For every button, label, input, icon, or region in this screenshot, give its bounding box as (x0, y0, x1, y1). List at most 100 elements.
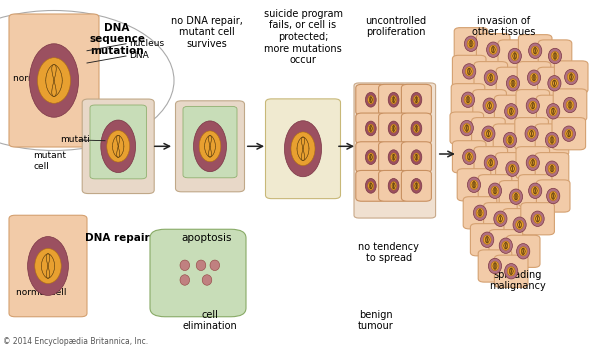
FancyBboxPatch shape (452, 55, 486, 88)
Ellipse shape (29, 44, 79, 117)
Ellipse shape (35, 248, 61, 284)
Ellipse shape (365, 92, 376, 107)
Ellipse shape (508, 48, 521, 64)
Ellipse shape (547, 188, 560, 204)
Ellipse shape (491, 186, 499, 195)
Ellipse shape (484, 235, 491, 244)
FancyBboxPatch shape (9, 215, 87, 317)
Ellipse shape (365, 121, 376, 136)
Ellipse shape (494, 211, 507, 226)
Text: mutant
cell: mutant cell (33, 151, 66, 171)
FancyBboxPatch shape (150, 229, 246, 317)
Ellipse shape (481, 232, 494, 247)
Ellipse shape (503, 132, 517, 148)
Ellipse shape (484, 155, 497, 170)
Ellipse shape (487, 158, 494, 167)
Text: no DNA repair,
mutant cell
survives: no DNA repair, mutant cell survives (171, 16, 243, 49)
Ellipse shape (529, 43, 542, 58)
Ellipse shape (411, 178, 422, 193)
Ellipse shape (550, 107, 557, 116)
FancyBboxPatch shape (176, 101, 245, 192)
Ellipse shape (467, 177, 481, 192)
Ellipse shape (391, 153, 397, 161)
Ellipse shape (107, 131, 130, 162)
FancyBboxPatch shape (90, 105, 146, 179)
Ellipse shape (497, 214, 504, 223)
Ellipse shape (196, 260, 206, 271)
FancyBboxPatch shape (356, 113, 386, 144)
FancyBboxPatch shape (470, 224, 504, 256)
Ellipse shape (526, 155, 539, 170)
FancyBboxPatch shape (452, 141, 486, 173)
Ellipse shape (411, 121, 422, 136)
Ellipse shape (413, 96, 419, 104)
FancyBboxPatch shape (518, 35, 552, 67)
Ellipse shape (508, 107, 515, 116)
Ellipse shape (461, 92, 475, 107)
Text: mutation: mutation (60, 135, 101, 145)
Text: DNA
sequence
mutation: DNA sequence mutation (89, 23, 145, 56)
Ellipse shape (388, 178, 399, 193)
FancyBboxPatch shape (494, 255, 528, 287)
Ellipse shape (490, 45, 497, 54)
Ellipse shape (520, 247, 527, 256)
Ellipse shape (485, 129, 492, 138)
Ellipse shape (550, 191, 557, 201)
FancyBboxPatch shape (473, 90, 506, 122)
FancyBboxPatch shape (489, 230, 523, 262)
FancyBboxPatch shape (474, 62, 508, 94)
Text: benign
tumour: benign tumour (358, 310, 394, 331)
Ellipse shape (526, 98, 539, 113)
FancyBboxPatch shape (553, 89, 587, 121)
Ellipse shape (193, 121, 227, 172)
Ellipse shape (509, 79, 517, 88)
Ellipse shape (368, 124, 374, 133)
FancyBboxPatch shape (356, 142, 386, 173)
FancyBboxPatch shape (9, 14, 99, 147)
Ellipse shape (413, 182, 419, 190)
FancyBboxPatch shape (451, 84, 485, 116)
Ellipse shape (548, 135, 556, 145)
Ellipse shape (509, 189, 523, 204)
Text: invasion of
other tissues: invasion of other tissues (472, 16, 536, 37)
Ellipse shape (487, 73, 494, 82)
FancyBboxPatch shape (503, 209, 536, 241)
Ellipse shape (391, 96, 397, 104)
Ellipse shape (464, 36, 478, 51)
Ellipse shape (527, 70, 541, 85)
Ellipse shape (548, 164, 556, 173)
Ellipse shape (506, 161, 519, 176)
Text: cell
elimination: cell elimination (182, 310, 238, 331)
Ellipse shape (502, 241, 509, 250)
Ellipse shape (484, 70, 497, 85)
FancyBboxPatch shape (82, 99, 154, 194)
Text: DNA repair: DNA repair (85, 233, 149, 243)
FancyBboxPatch shape (401, 170, 431, 201)
FancyBboxPatch shape (401, 113, 431, 144)
FancyBboxPatch shape (498, 40, 532, 72)
Ellipse shape (466, 152, 473, 161)
FancyBboxPatch shape (450, 112, 484, 144)
Ellipse shape (499, 238, 512, 253)
Ellipse shape (482, 126, 495, 141)
Ellipse shape (551, 51, 559, 61)
FancyBboxPatch shape (516, 90, 550, 122)
Ellipse shape (529, 183, 542, 198)
FancyBboxPatch shape (356, 170, 386, 201)
Ellipse shape (391, 124, 397, 133)
FancyBboxPatch shape (478, 250, 512, 282)
FancyBboxPatch shape (517, 62, 551, 94)
Ellipse shape (547, 104, 560, 119)
Ellipse shape (463, 124, 471, 133)
FancyBboxPatch shape (493, 124, 527, 156)
FancyBboxPatch shape (354, 83, 436, 218)
FancyBboxPatch shape (538, 40, 572, 72)
Ellipse shape (506, 76, 520, 91)
Ellipse shape (483, 98, 496, 113)
Ellipse shape (413, 124, 419, 133)
FancyBboxPatch shape (521, 203, 554, 235)
FancyBboxPatch shape (538, 67, 571, 99)
Text: no tendency
to spread: no tendency to spread (358, 241, 419, 263)
FancyBboxPatch shape (476, 34, 510, 66)
Text: spreading
malignancy: spreading malignancy (489, 270, 545, 291)
